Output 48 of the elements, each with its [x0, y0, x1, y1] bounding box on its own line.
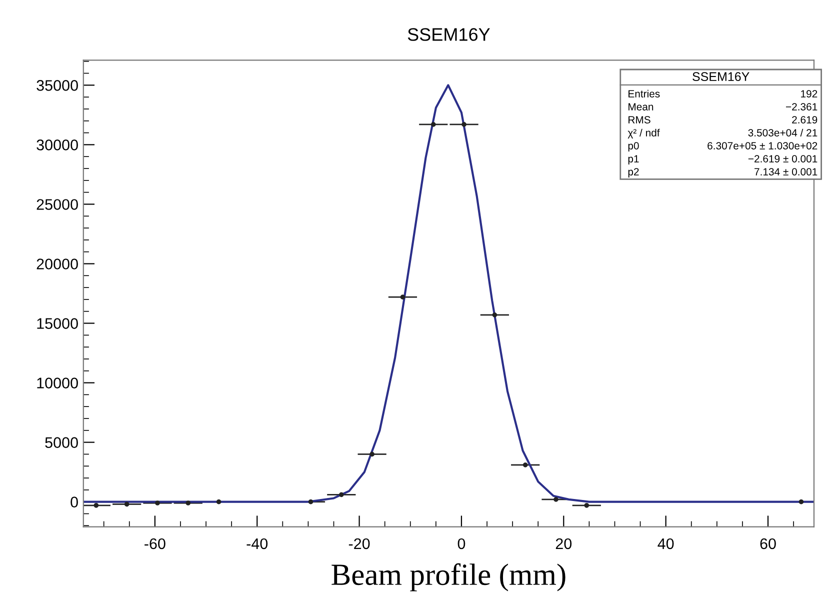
chart-title: SSEM16Y	[408, 28, 490, 41]
y-tick-label: 5000	[45, 437, 78, 448]
y-tick-label: 0	[70, 496, 78, 508]
annotation: Mean	[628, 103, 654, 110]
point	[308, 499, 314, 504]
y-tick-label: 15000	[37, 318, 78, 329]
y-tick-label: 10000	[37, 378, 78, 388]
x-tick-label: 0	[458, 538, 466, 550]
point	[155, 500, 160, 506]
x-tick-label: 20	[556, 538, 572, 550]
x-tick-label: -20	[348, 538, 370, 550]
point	[430, 122, 436, 127]
point	[216, 499, 222, 504]
point	[400, 294, 406, 300]
annotation: SSEM16Y	[692, 72, 750, 82]
point	[462, 122, 466, 127]
annotation: 7.134 ± 0.001	[754, 168, 818, 176]
x-tick-label: 40	[658, 538, 674, 550]
annotation: χ² / ndf	[628, 128, 660, 139]
annotation: p1	[628, 155, 639, 165]
annotation: p2	[628, 168, 639, 178]
point	[522, 462, 528, 468]
point	[186, 500, 191, 506]
point	[124, 502, 130, 507]
annotation: 2.619	[792, 116, 818, 124]
point	[584, 502, 590, 508]
y-tick-label: 35000	[36, 80, 78, 91]
y-tick-label: 25000	[36, 199, 78, 210]
point	[94, 502, 99, 508]
annotation: Entries	[628, 90, 660, 98]
annotation: 3.503e+04 / 21	[748, 128, 818, 136]
x-tick-label: 60	[760, 538, 776, 550]
annotation: 6.307e+05 ± 1.030e+02	[708, 142, 818, 150]
annotation: 192	[801, 90, 818, 98]
point	[370, 452, 374, 457]
x-axis-title: Beam profile (mm)	[332, 563, 566, 592]
y-tick-label: 20000	[36, 258, 78, 270]
x-tick-label: -60	[144, 538, 166, 550]
point	[338, 492, 344, 498]
point	[492, 312, 498, 318]
annotation: RMS	[628, 116, 650, 124]
annotation: −2.619 ± 0.001	[748, 155, 818, 162]
x-tick-label: -40	[246, 538, 268, 550]
point	[798, 499, 804, 504]
point	[554, 497, 558, 502]
annotation: −2.361	[786, 103, 818, 110]
y-tick-label: 30000	[36, 140, 78, 150]
annotation: p0	[628, 142, 639, 152]
